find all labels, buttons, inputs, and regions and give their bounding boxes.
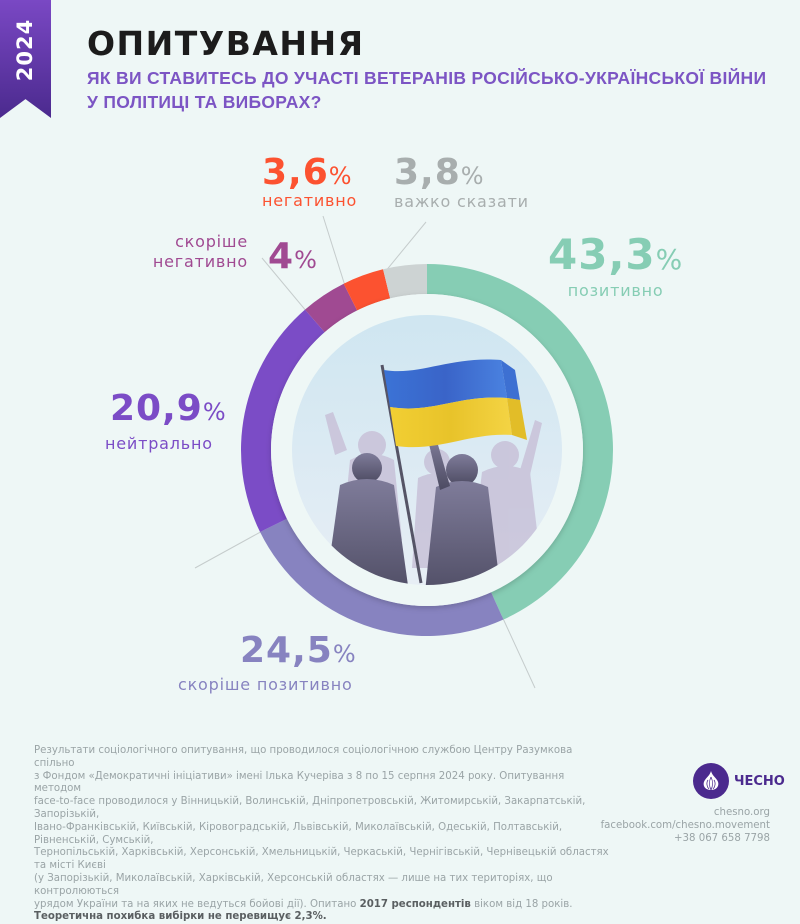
leader-line-negative: [322, 215, 346, 288]
brand-name: ЧЕСНО: [734, 773, 785, 789]
donut-slices: [241, 264, 613, 636]
contacts: chesno.org facebook.com/chesno.movement …: [601, 806, 770, 845]
footnote-line: Результати соціологічного опитування, що…: [34, 745, 573, 769]
year-ribbon: 2024: [0, 0, 51, 118]
footnote-line: face-to-face проводилося у Вінницькій, В…: [34, 796, 586, 820]
chesno-logo: ЧЕСНО: [693, 763, 785, 799]
slice-rather-positive: [260, 518, 504, 636]
leader-lines: [194, 215, 536, 689]
footnote-text: урядом України та на яких не ведуться бо…: [34, 898, 360, 910]
label-rather-positive: 24,5%: [240, 630, 357, 671]
slice-rather-negative: [304, 283, 358, 333]
category-hard-to-say: важко сказати: [394, 192, 529, 211]
label-hard-to-say: 3,8%: [394, 152, 485, 193]
methodology-footnote: Результати соціологічного опитування, що…: [34, 745, 614, 924]
ukraine-flag-icon: [384, 359, 527, 448]
slice-neutral: [241, 309, 325, 533]
value-negative: 3,6: [262, 152, 329, 193]
footnote-line: урядом України та на яких не ведуться бо…: [34, 899, 614, 912]
label-neutral: 20,9%: [110, 388, 227, 429]
website-link[interactable]: chesno.org: [713, 807, 770, 818]
phone-number: +38 067 658 7798: [673, 833, 770, 844]
category-neutral: нейтрально: [105, 434, 213, 453]
footnote-text: віком від 18 років.: [470, 898, 573, 910]
category-rather-positive-wrap: скоріше позитивно: [178, 675, 353, 694]
value-neutral: 20,9: [110, 388, 203, 429]
label-positive: 43,3% позитивно: [548, 230, 684, 300]
flag-crowd-illustration: [324, 359, 542, 585]
flagpole-icon: [380, 364, 423, 584]
leader-line-neutral: [194, 529, 264, 569]
facebook-link[interactable]: facebook.com/chesno.movement: [600, 820, 770, 831]
label-negative: 3,6% негативно: [262, 152, 358, 210]
leader-line-hard-to-say: [383, 221, 427, 274]
slice-negative: [343, 269, 391, 311]
garlic-icon: [693, 763, 729, 799]
leader-line-rather-positive: [501, 615, 536, 689]
category-rather-negative: скоріше негативно: [152, 232, 248, 271]
slice-positive: [427, 264, 613, 620]
page-title: ОПИТУВАННЯ: [87, 24, 365, 63]
value-hard-to-say: 3,8: [394, 152, 461, 193]
value-rather-positive: 24,5: [240, 630, 333, 671]
survey-question: ЯК ВИ СТАВИТЕСЬ ДО УЧАСТІ ВЕТЕРАНІВ РОСІ…: [87, 68, 767, 112]
footnote-line: з Фондом «Демократичні ініціативи» імені…: [34, 770, 565, 795]
category-hard-to-say-wrap: важко сказати: [394, 192, 529, 211]
respondents-count: 2017 респондентів: [359, 898, 471, 910]
value-rather-negative: 4: [268, 236, 295, 277]
category-rather-positive: скоріше позитивно: [178, 675, 353, 694]
footnote-line: Теоретична похибка вибірки не перевищує …: [34, 911, 614, 924]
category-neutral-wrap: нейтрально: [105, 434, 213, 453]
leader-line-rather-negative: [261, 257, 308, 313]
donut-chart: [194, 215, 613, 689]
category-positive: позитивно: [567, 281, 664, 300]
label-rather-negative: 4%: [268, 236, 318, 277]
sampling-error: Теоретична похибка вибірки не перевищує …: [34, 911, 327, 923]
value-positive: 43,3: [548, 230, 656, 279]
footnote-line: Тернопільській, Харківській, Херсонській…: [34, 847, 609, 872]
category-negative: негативно: [262, 191, 358, 210]
slice-hard-to-say: [383, 264, 427, 299]
footnote-line: Івано-Франківській, Київській, Кіровогра…: [34, 821, 563, 846]
